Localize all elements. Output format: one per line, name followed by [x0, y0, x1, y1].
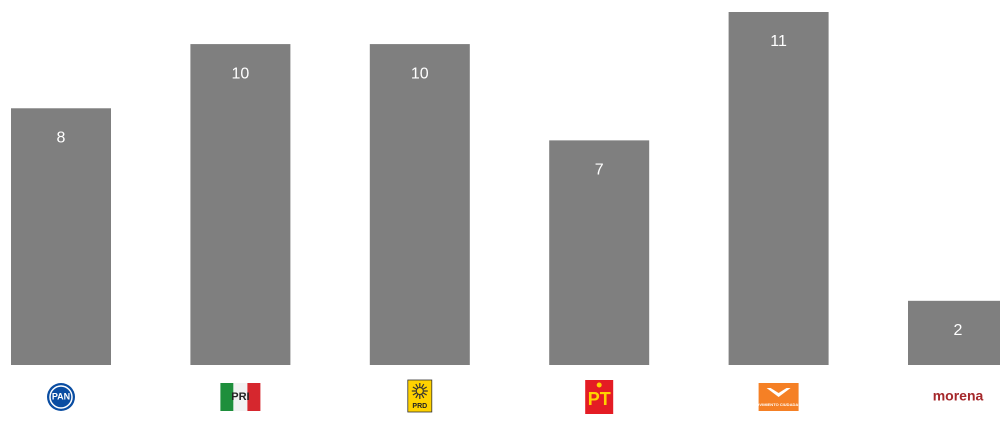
logo-badge: [47, 383, 75, 411]
logo-red: [247, 383, 261, 411]
bar: [190, 44, 291, 365]
x-tick-label: MOVIMIENTO CIUDADANO: [753, 402, 804, 407]
logo-sun: [415, 387, 424, 395]
logo-white: [233, 383, 248, 411]
party-logo: MOVIMIENTO CIUDADANO: [753, 383, 804, 411]
x-tick-label: PRD: [412, 403, 427, 410]
logo-ring: [49, 385, 73, 409]
bar-value-label: 8: [57, 129, 66, 146]
bar-value-label: 11: [770, 33, 787, 50]
bar-value-label: 7: [595, 162, 604, 179]
x-tick-label: PT: [588, 389, 611, 409]
party-logo: PRI: [220, 383, 261, 411]
x-tick-label: PRI: [231, 391, 249, 403]
bar: [549, 140, 650, 365]
bar-value-label: 10: [411, 65, 429, 82]
x-tick-label: morena: [933, 388, 984, 404]
bar: [728, 12, 829, 365]
party-logo: PT: [585, 380, 614, 414]
party-logo: PRD: [407, 379, 433, 413]
logo-eagle: [766, 388, 791, 397]
bar-value-label: 10: [232, 65, 250, 82]
bar: [11, 108, 111, 365]
party-logo: PAN: [47, 383, 75, 411]
logo-green: [220, 383, 234, 411]
logo-star: [596, 382, 602, 388]
bar-value-label: 2: [954, 322, 963, 339]
x-tick-label: PAN: [52, 391, 70, 401]
bar: [369, 44, 470, 365]
party-logo: morena: [933, 388, 984, 404]
bar: [908, 300, 1000, 365]
